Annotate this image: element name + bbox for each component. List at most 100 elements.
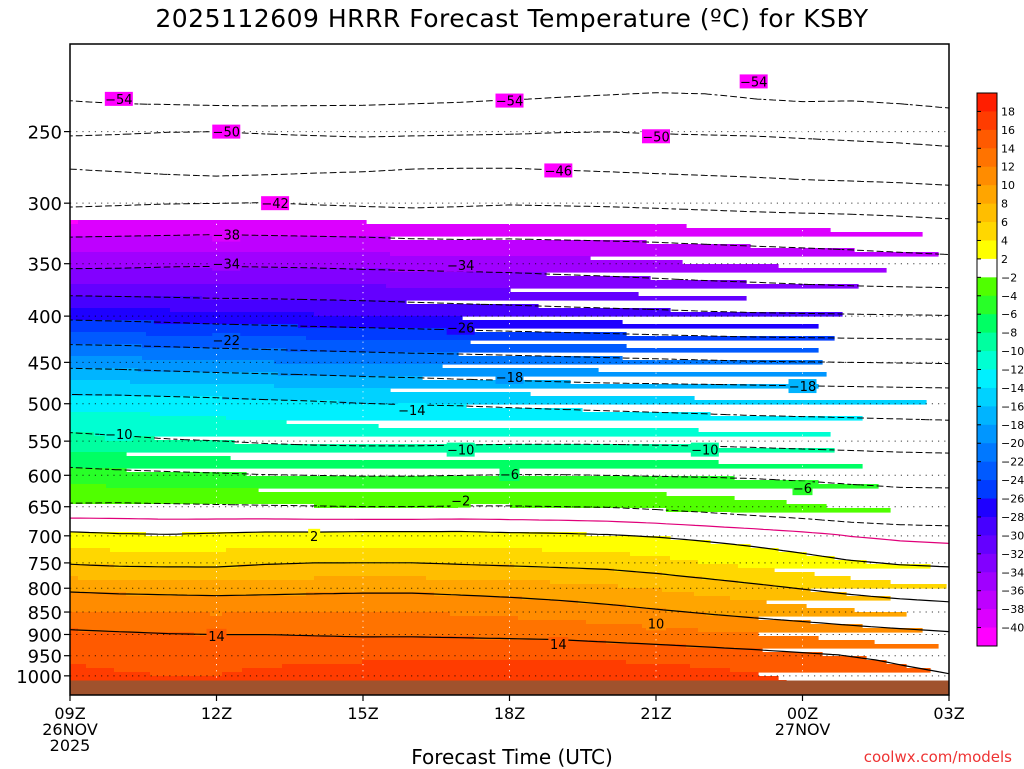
temperature-fill-cell [70, 452, 127, 457]
x-tick-label: 2025 [50, 736, 91, 755]
colorbar-tick-label: −34 [1001, 566, 1024, 579]
temperature-fill-cell [70, 580, 551, 585]
temperature-fill-cell [110, 548, 227, 553]
colorbar-swatch [977, 590, 997, 610]
temperature-fill-cell [70, 584, 619, 589]
temperature-fill-cell [70, 648, 763, 653]
temperature-fill-cell [70, 568, 615, 573]
y-tick-label: 500 [28, 395, 62, 416]
temperature-fill-cell [518, 616, 759, 621]
temperature-fill-cell [114, 564, 239, 569]
colorbar-tick-label: −28 [1001, 511, 1024, 524]
temperature-fill-cell [686, 644, 939, 649]
source-credit[interactable]: coolwx.com/models [863, 748, 1012, 766]
isotherm-below-freezing [70, 344, 949, 365]
temperature-fill-cell [70, 276, 651, 281]
temperature-fill-cell [298, 324, 819, 329]
colorbar-tick-label: −14 [1001, 382, 1024, 395]
colorbar-swatch [977, 295, 997, 315]
temperature-fill-cell [70, 308, 171, 313]
contour-label-text: −54 [740, 75, 767, 90]
contour-label-background [788, 379, 817, 394]
contour-label: 14 [206, 628, 227, 645]
temperature-fill-cell [70, 388, 391, 393]
temperature-fill-cell [222, 396, 695, 401]
temperature-fill-cell [434, 592, 695, 597]
x-tick-label: 21Z [640, 704, 671, 723]
isotherm-above-freezing [70, 591, 949, 633]
temperature-fill-cell [278, 372, 827, 377]
contour-label: −54 [104, 91, 133, 108]
contour-label: −38 [212, 227, 241, 244]
temperature-fill-cell [314, 576, 427, 581]
contour-label-text: −18 [496, 371, 523, 386]
contour-label-text: −2 [451, 495, 470, 510]
contour-label-background [739, 74, 768, 89]
temperature-fill-cell [70, 288, 511, 293]
contour-label-text: 10 [648, 617, 665, 632]
temperature-fill-cell [514, 564, 739, 569]
temperature-fill-cell [70, 312, 315, 317]
temperature-fill-cell [70, 564, 115, 569]
colorbar-tick-label: −10 [1001, 345, 1024, 358]
contour-label-background [642, 129, 670, 144]
temperature-fill-cell [698, 560, 867, 565]
colorbar-swatch [977, 277, 997, 297]
temperature-fill-cell [70, 380, 131, 385]
contour-label: −10 [690, 442, 719, 459]
contour-label-text: −50 [642, 130, 669, 145]
temperature-fill-cell [70, 412, 151, 417]
contour-label: 14 [548, 636, 569, 653]
temperature-fill-cell [390, 268, 887, 273]
temperature-fill-cell [114, 668, 243, 673]
colorbar-swatch [977, 258, 997, 278]
colorbar-tick-label: −2 [1001, 271, 1017, 284]
contour-label-text: −54 [105, 93, 132, 108]
temperature-fill-cell [614, 568, 775, 573]
temperature-fill-cell [70, 660, 363, 665]
contour-label-background [212, 256, 241, 271]
temperature-fill-cell [338, 400, 927, 405]
contour-label-text: 2 [310, 530, 318, 545]
temperature-fill-cell [738, 580, 891, 585]
colorbar-swatch [977, 461, 997, 481]
y-tick-label: 900 [28, 625, 62, 646]
contour-label: −6 [499, 466, 520, 483]
y-tick-label: 800 [28, 579, 62, 600]
temperature-fill-cell [210, 612, 223, 617]
temperature-fill-cell [70, 508, 667, 513]
temperature-fill-cell [70, 260, 683, 265]
temperature-fill-cell [70, 552, 631, 557]
colorbar-swatch [977, 424, 997, 444]
isotherm-below-freezing [70, 394, 949, 421]
contour-label: −42 [261, 196, 290, 212]
temperature-fill-cell [450, 612, 707, 617]
contour-label: −14 [397, 402, 426, 419]
temperature-fill-cell [194, 632, 759, 637]
temperature-fill-cell [662, 588, 811, 593]
temperature-fill-cell [70, 516, 795, 521]
colorbar-swatch [977, 406, 997, 426]
temperature-fill-cell [690, 664, 907, 669]
x-tick-label: 00Z [787, 704, 818, 723]
temperature-fill-cell [238, 564, 515, 569]
colorbar-tick-label: −4 [1001, 290, 1017, 303]
temperature-fill-cell [146, 332, 627, 337]
temperature-fill-cell [70, 480, 819, 485]
isotherm-above-freezing [70, 530, 949, 568]
contour-label-background [446, 257, 475, 272]
contour-label-background [446, 320, 475, 335]
x-tick-label: 18Z [494, 704, 525, 723]
temperature-fill-cell [70, 396, 223, 401]
colorbar-tick-label: −32 [1001, 548, 1024, 561]
colorbar-swatch [977, 553, 997, 573]
contour-label: −22 [212, 332, 241, 349]
temperature-fill-cell [694, 592, 847, 597]
temperature-fill-cell [70, 280, 747, 285]
contour-label-background [206, 628, 227, 643]
temperature-fill-cell [70, 248, 855, 253]
colorbar-tick-label: −12 [1001, 364, 1024, 377]
temperature-fill-cell [630, 552, 807, 557]
temperature-fill-cell [202, 296, 747, 301]
y-tick-label: 600 [28, 466, 62, 487]
